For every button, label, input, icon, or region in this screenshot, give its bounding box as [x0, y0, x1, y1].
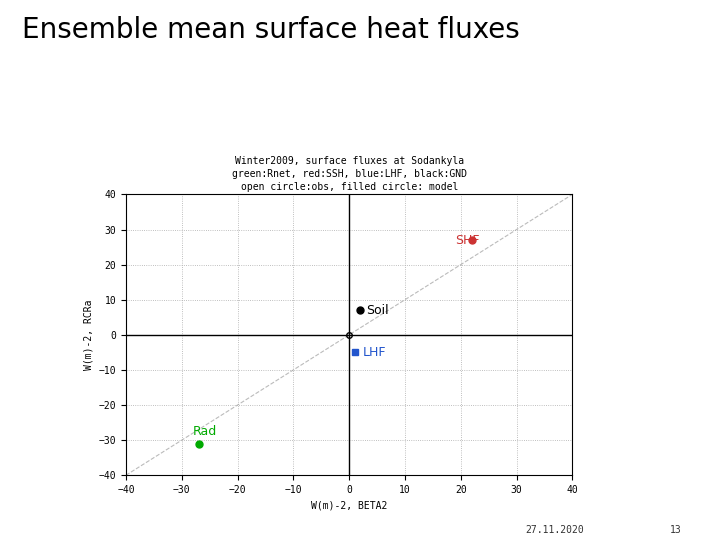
- Text: Soil: Soil: [366, 303, 389, 317]
- X-axis label: W(m)-2, BETA2: W(m)-2, BETA2: [311, 501, 387, 510]
- Y-axis label: W(m)-2, RCRa: W(m)-2, RCRa: [83, 300, 93, 370]
- Text: LHF: LHF: [363, 346, 387, 359]
- Text: 13: 13: [670, 524, 681, 535]
- Text: 27.11.2020: 27.11.2020: [526, 524, 585, 535]
- Text: Ensemble mean surface heat fluxes: Ensemble mean surface heat fluxes: [22, 16, 519, 44]
- Title: Winter2009, surface fluxes at Sodankyla
green:Rnet, red:SSH, blue:LHF, black:GND: Winter2009, surface fluxes at Sodankyla …: [232, 156, 467, 192]
- Text: Rad: Rad: [193, 425, 217, 438]
- Text: SHF: SHF: [455, 233, 480, 247]
